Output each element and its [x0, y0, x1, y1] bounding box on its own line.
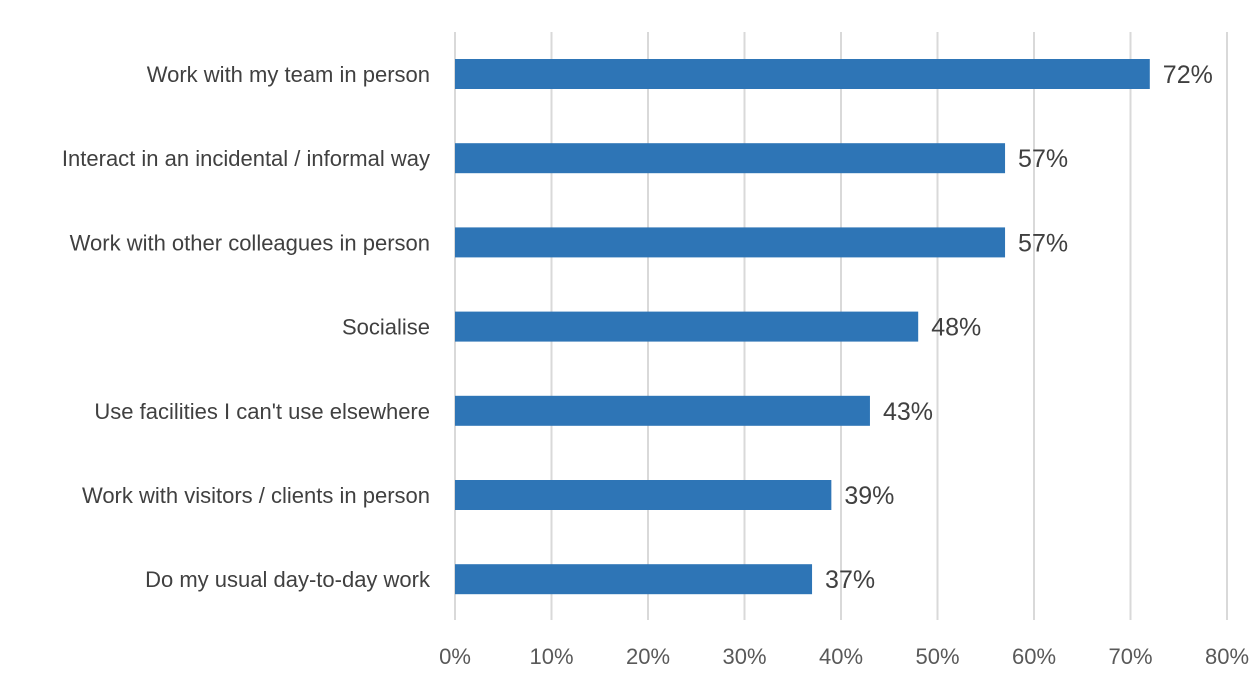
x-tick-label: 30% — [722, 644, 766, 669]
data-label: 37% — [825, 566, 875, 594]
bars — [455, 59, 1150, 595]
x-tick-label: 80% — [1205, 644, 1249, 669]
category-label: Work with my team in person — [147, 62, 430, 87]
category-label: Use facilities I can't use elsewhere — [94, 399, 430, 424]
data-label: 57% — [1018, 145, 1068, 173]
category-label: Work with other colleagues in person — [70, 230, 430, 255]
category-label: Do my usual day-to-day work — [145, 567, 431, 592]
category-label: Socialise — [342, 315, 430, 340]
bar — [455, 395, 870, 426]
data-label: 72% — [1163, 61, 1213, 89]
category-label: Interact in an incidental / informal way — [62, 146, 430, 171]
x-tick-label: 10% — [529, 644, 573, 669]
x-tick-label: 0% — [439, 644, 471, 669]
bar — [455, 564, 813, 595]
data-labels: 72% 57% 57% 48% 43% 39% 37% — [825, 61, 1213, 594]
category-labels: Work with my team in person Interact in a… — [62, 62, 431, 592]
data-label: 43% — [883, 398, 933, 426]
bar — [455, 311, 919, 342]
data-label: 48% — [931, 314, 981, 342]
bar — [455, 227, 1006, 258]
x-tick-label: 50% — [915, 644, 959, 669]
x-tick-label: 70% — [1108, 644, 1152, 669]
x-tick-label: 20% — [626, 644, 670, 669]
data-label: 57% — [1018, 229, 1068, 257]
x-axis-tick-labels: 0% 10% 20% 30% 40% 50% 60% 70% 80% — [439, 644, 1249, 669]
bar — [455, 59, 1150, 89]
bar — [455, 143, 1006, 174]
x-tick-label: 40% — [819, 644, 863, 669]
bar — [455, 480, 832, 510]
category-label: Work with visitors / clients in person — [82, 483, 430, 508]
x-tick-label: 60% — [1012, 644, 1056, 669]
data-label: 39% — [844, 482, 894, 510]
